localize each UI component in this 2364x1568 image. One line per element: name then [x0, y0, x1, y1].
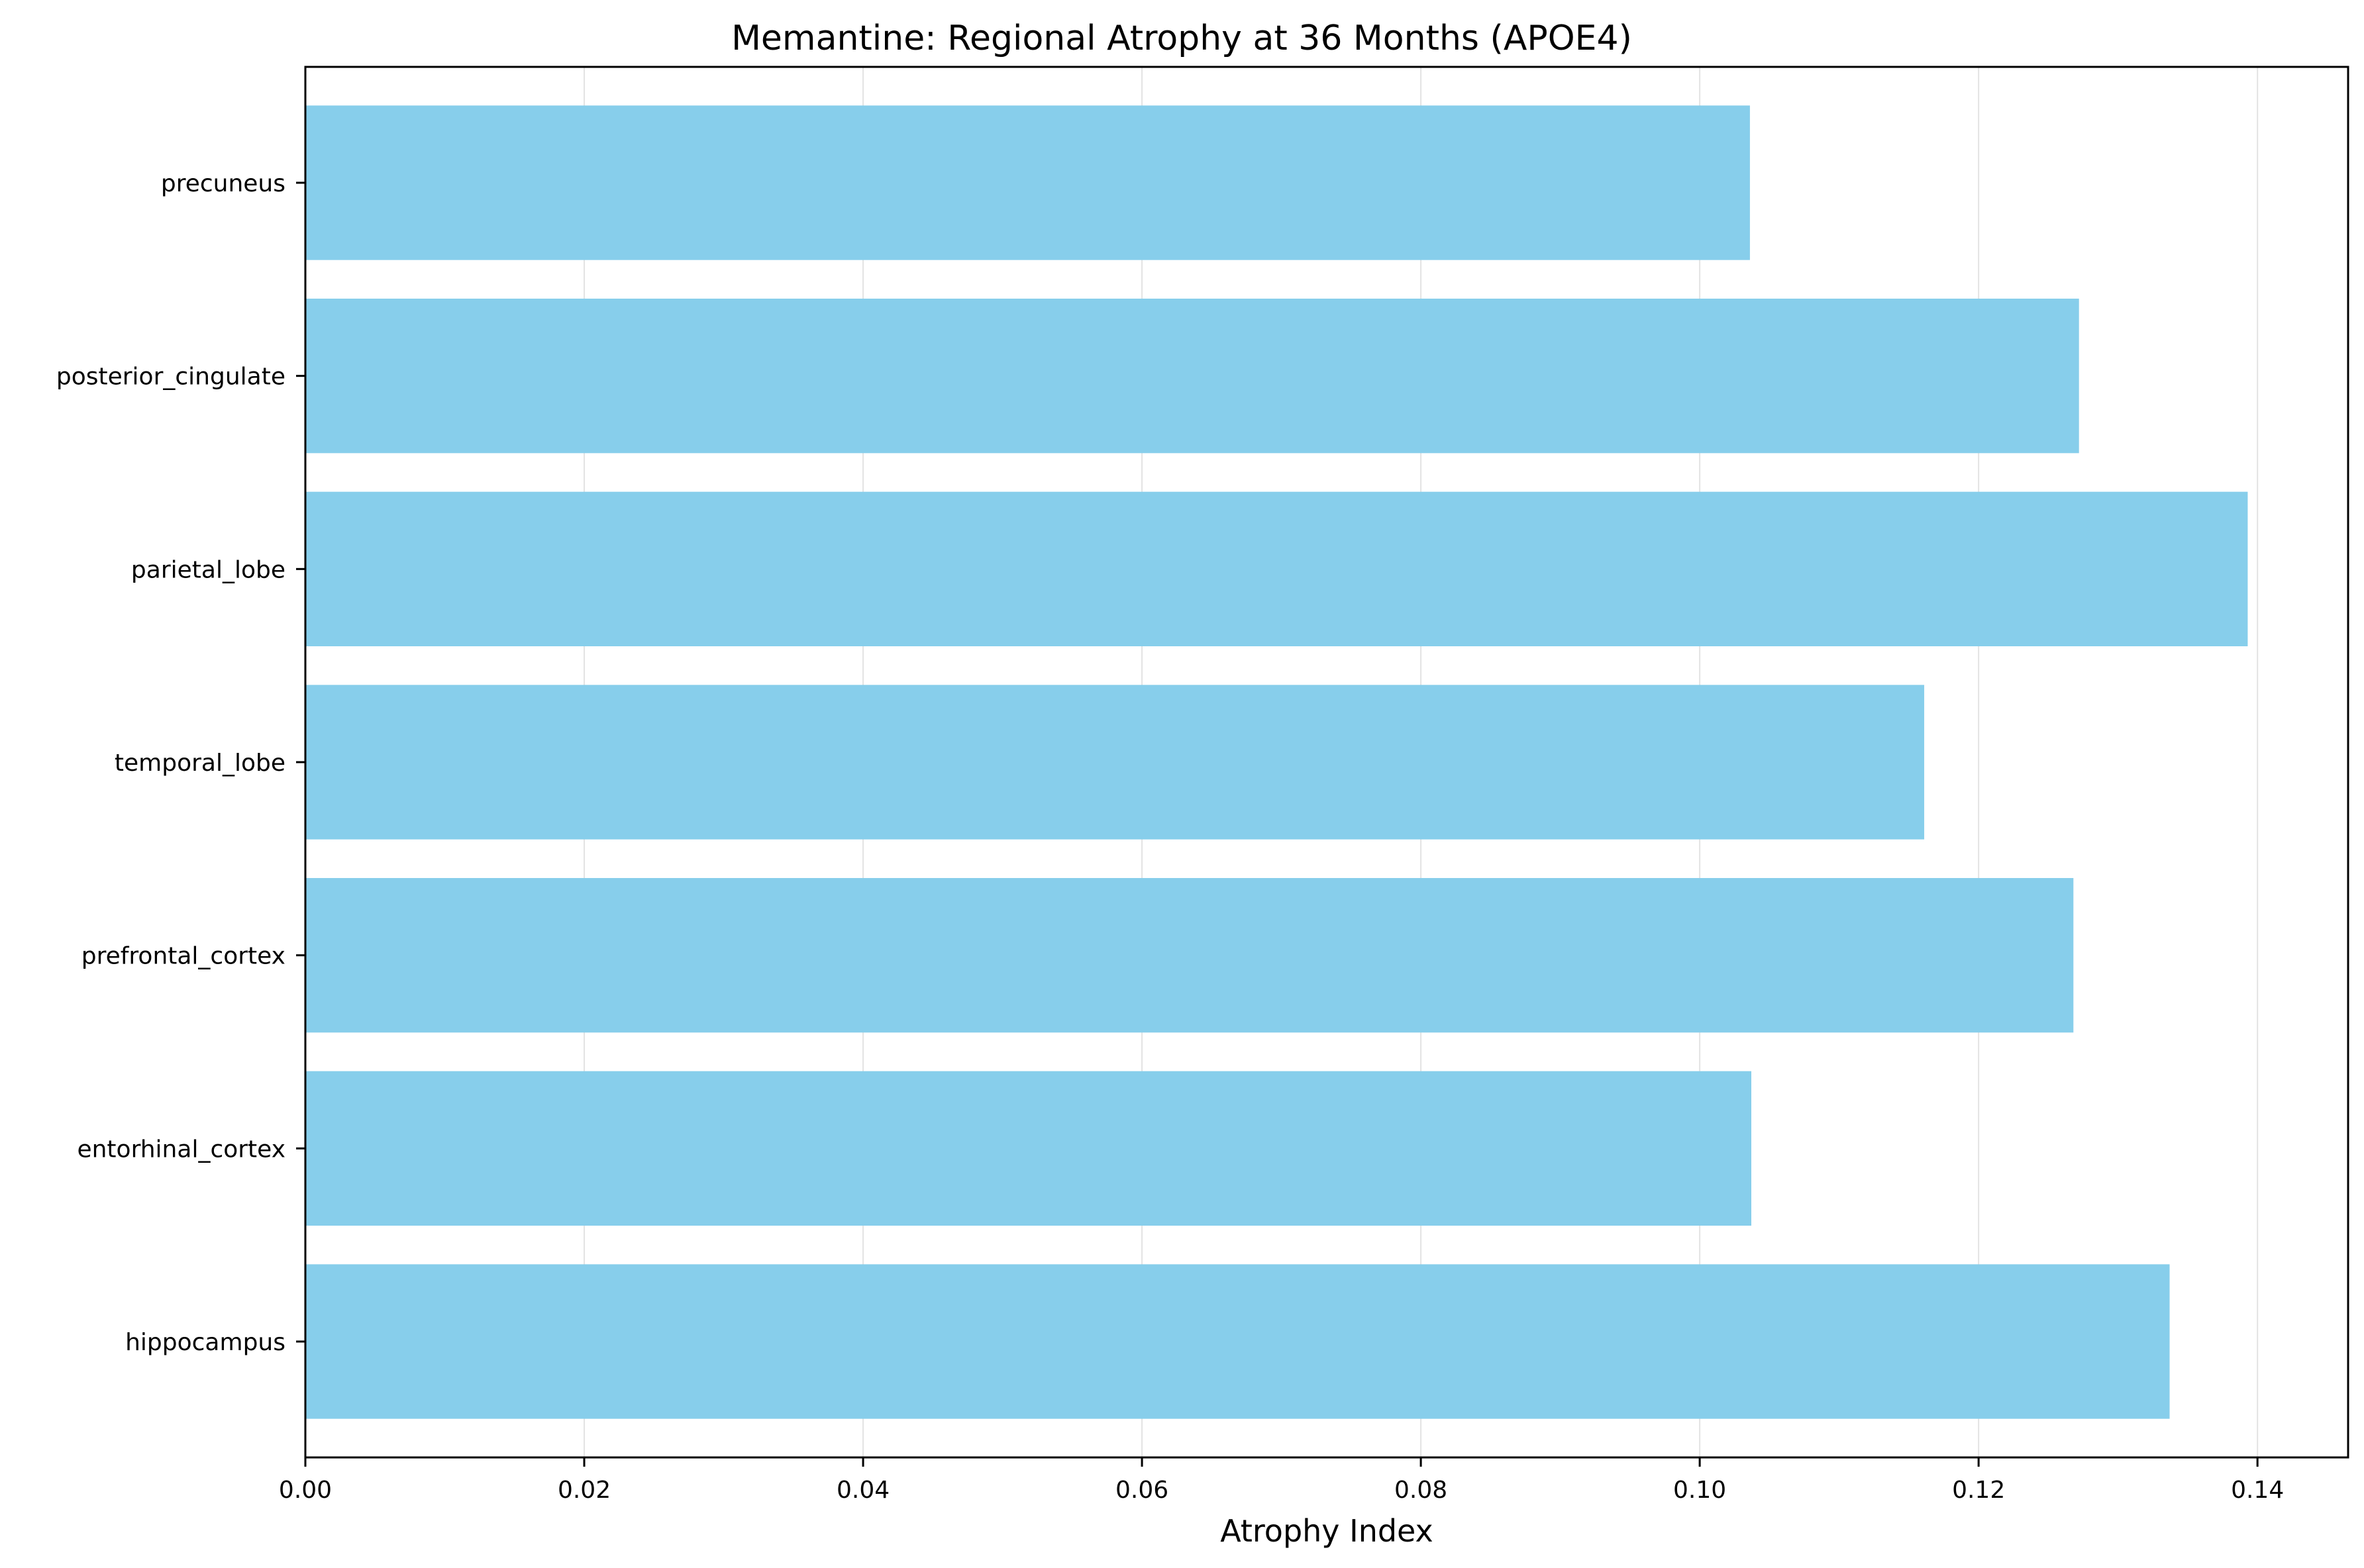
y-tick-label-posterior-cingulate: posterior_cingulate	[56, 364, 285, 391]
x-tick-label: 0.12	[1952, 1477, 2005, 1504]
bar-posterior-cingulate	[305, 299, 2079, 454]
x-tick-label: 0.04	[837, 1477, 890, 1504]
bar-temporal-lobe	[305, 685, 1925, 840]
y-tick-label-entorhinal-cortex: entorhinal_cortex	[77, 1136, 285, 1163]
x-axis-label: Atrophy Index	[1220, 1513, 1433, 1549]
bar-parietal-lobe	[305, 491, 2248, 646]
x-tick-label: 0.06	[1115, 1477, 1168, 1504]
x-tick-label: 0.14	[2231, 1477, 2284, 1504]
x-tick-label: 0.02	[558, 1477, 611, 1504]
chart-title: Memantine: Regional Atrophy at 36 Months…	[731, 19, 1632, 58]
bar-prefrontal-cortex	[305, 878, 2074, 1033]
bar-entorhinal-cortex	[305, 1071, 1752, 1226]
x-tick-label: 0.08	[1394, 1477, 1447, 1504]
ticks: 0.00 0.02 0.04 0.06 0.08 0.10 0.12 0.14 hippocam…	[56, 170, 2284, 1504]
y-tick-label-precuneus: precuneus	[161, 170, 285, 197]
bar-hippocampus	[305, 1264, 2170, 1419]
x-tick-label: 0.00	[279, 1477, 332, 1504]
y-tick-label-parietal-lobe: parietal_lobe	[131, 556, 285, 583]
bar-precuneus	[305, 105, 1750, 260]
y-tick-label-prefrontal-cortex: prefrontal_cortex	[81, 943, 285, 970]
bars	[305, 105, 2248, 1419]
y-tick-label-hippocampus: hippocampus	[125, 1329, 285, 1356]
x-tick-label: 0.10	[1673, 1477, 1726, 1504]
y-tick-label-temporal-lobe: temporal_lobe	[115, 750, 285, 777]
